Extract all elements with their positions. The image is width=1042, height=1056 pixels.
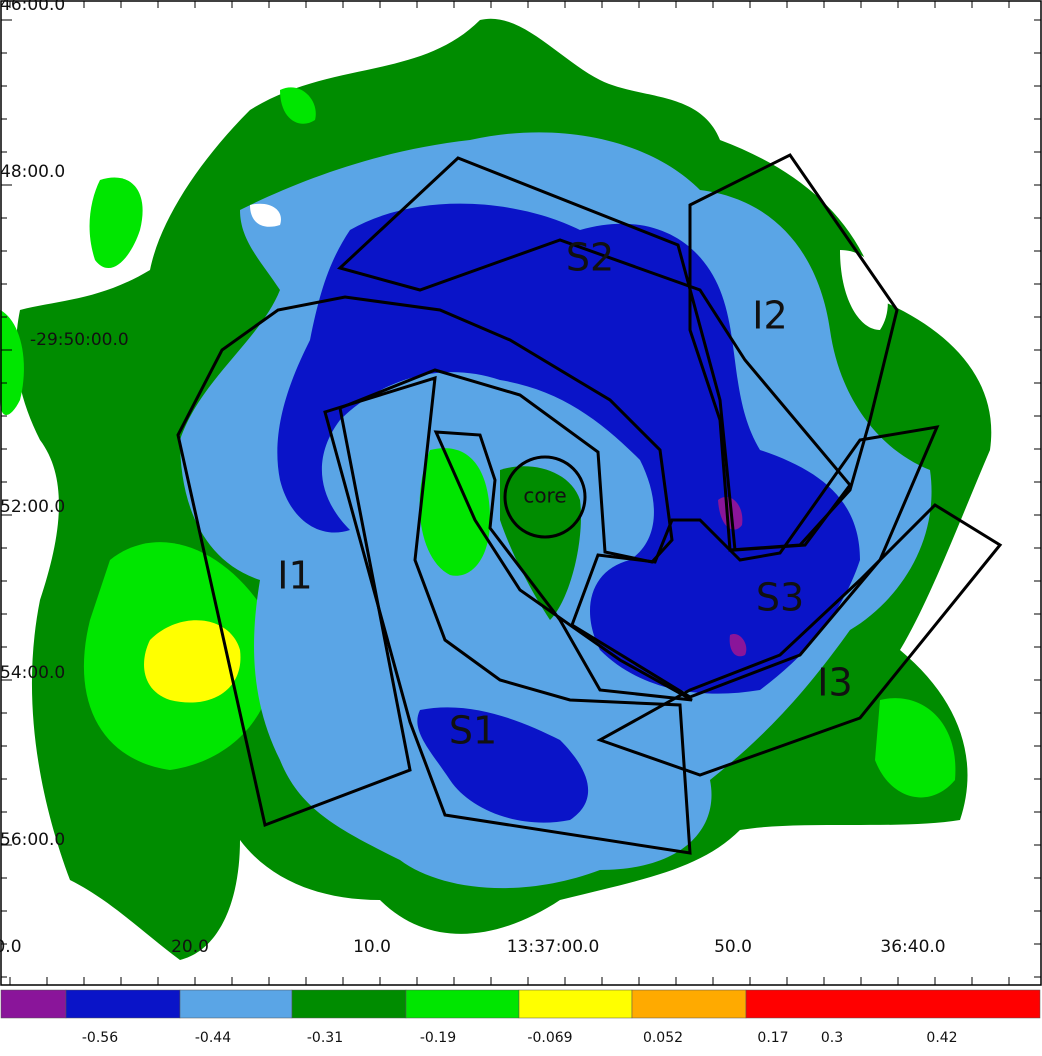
region-outlines [176, 153, 1003, 855]
colorbar: -0.56 -0.44 -0.31 -0.19 -0.069 0.052 0.17 0.3 0.… [0, 989, 1041, 1046]
region-label: S3 [756, 576, 804, 620]
colorbar-label: -0.31 [307, 1030, 343, 1046]
region-label: I2 [752, 294, 787, 338]
x-axis-label: 20.0 [171, 937, 209, 957]
y-axis-label: 56:00.0 [0, 830, 65, 850]
region-label: I1 [277, 554, 312, 598]
region-label: S2 [566, 236, 614, 280]
colorbar-segment [0, 989, 67, 1019]
x-axis-label: 10.0 [353, 937, 391, 957]
colorbar-label: -0.069 [527, 1030, 572, 1046]
frame [0, 0, 1042, 986]
map-image [0, 1, 1041, 985]
y-axis-label: -29:50:00.0 [30, 330, 129, 350]
colorbar-label: 0.17 [757, 1030, 788, 1046]
y-axis-label: 48:00.0 [0, 162, 65, 182]
y-axis-label: 52:00.0 [0, 497, 65, 517]
y-axis-label: 54:00.0 [0, 663, 65, 683]
colorbar-segment [179, 989, 293, 1019]
colorbar-segment [65, 989, 181, 1019]
colorbar-label: 0.3 [821, 1030, 843, 1046]
colorbar-label: -0.44 [195, 1030, 231, 1046]
colorbar-segment [631, 989, 747, 1019]
x-axis-label: 13:37:00.0 [507, 937, 600, 957]
colorbar-label: -0.56 [82, 1030, 118, 1046]
colorbar-segment [291, 989, 407, 1019]
colorbar-segment [518, 989, 633, 1019]
y-axis-label: 46:00.0 [0, 0, 65, 15]
colorbar-segment [405, 989, 520, 1019]
colorbar-segment [745, 989, 1041, 1019]
x-axis-label: 50.0 [714, 937, 752, 957]
colorbar-label: 0.42 [926, 1030, 957, 1046]
axis-ticks [1, 1, 1041, 985]
colorbar-label: -0.19 [420, 1030, 456, 1046]
region-label: S1 [449, 709, 497, 753]
x-axis-label: 36:40.0 [880, 937, 945, 957]
colorbar-label: 0.052 [643, 1030, 683, 1046]
region-label: core [523, 484, 566, 508]
x-axis-label: 0.0 [0, 937, 22, 957]
region-label: I3 [817, 661, 852, 705]
